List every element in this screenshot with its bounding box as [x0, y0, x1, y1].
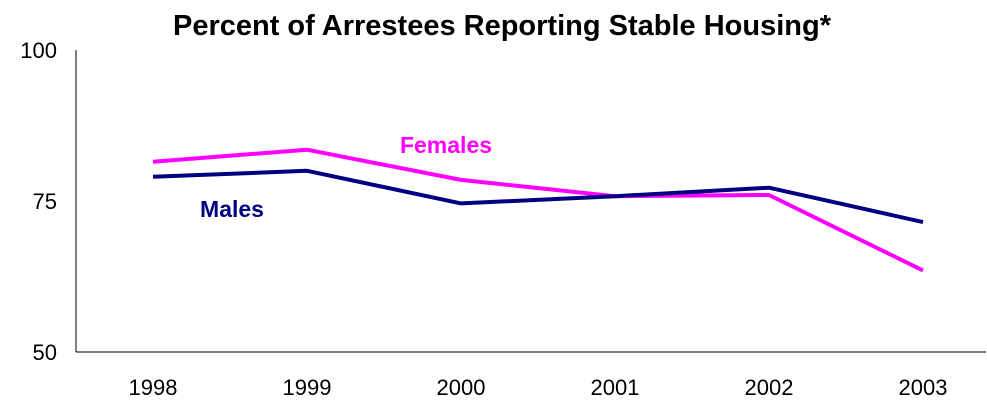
x-tick-label: 2001	[591, 375, 640, 400]
axes	[75, 50, 986, 353]
series-line-males	[152, 168, 924, 225]
chart-title: Percent of Arrestees Reporting Stable Ho…	[173, 10, 832, 42]
series-line-females	[152, 147, 924, 273]
x-tick-label: 1999	[283, 375, 332, 400]
x-tick-label: 2000	[437, 375, 486, 400]
series-lines	[152, 147, 924, 273]
y-tick-label: 75	[33, 189, 57, 214]
x-tick-labels: 1998 1999 2000 2001 2002 2003	[129, 375, 948, 400]
series-labels: Females Males	[200, 132, 492, 222]
series-label-males: Males	[200, 196, 264, 222]
x-tick-label: 1998	[129, 375, 178, 400]
x-tick-label: 2002	[745, 375, 794, 400]
y-tick-label: 100	[20, 38, 57, 63]
x-tick-label: 2003	[899, 375, 948, 400]
y-tick-labels: 50 75 100	[20, 38, 57, 365]
series-label-females: Females	[400, 132, 492, 158]
y-tick-label: 50	[33, 340, 57, 365]
